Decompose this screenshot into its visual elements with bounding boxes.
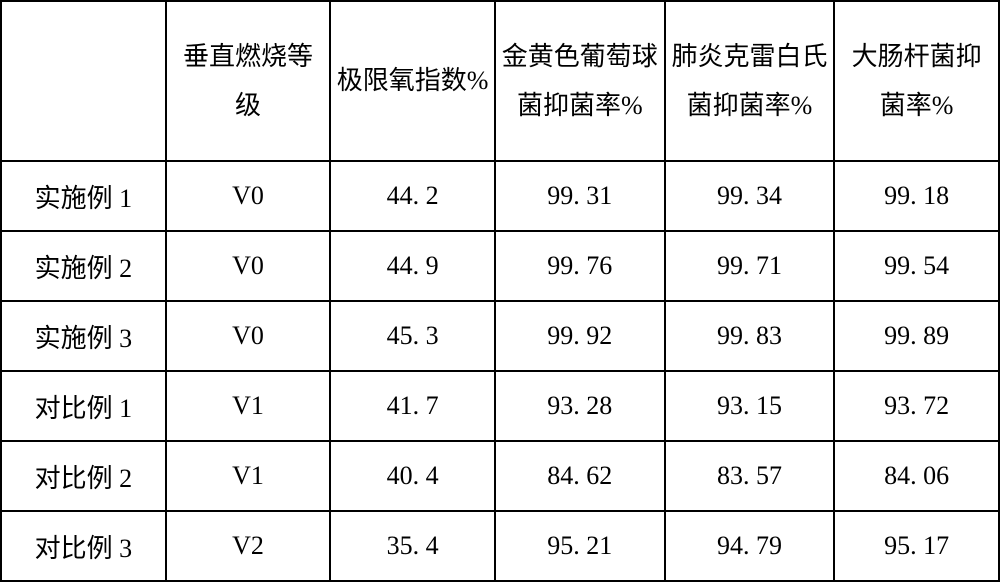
table-cell: 对比例 2 <box>1 441 166 511</box>
table-cell: 84. 62 <box>495 441 665 511</box>
table-cell: 41. 7 <box>330 371 495 441</box>
table-cell: V1 <box>166 441 331 511</box>
table-cell: 99. 83 <box>665 301 835 371</box>
table-cell: 93. 28 <box>495 371 665 441</box>
table-row: 对比例 3 V2 35. 4 95. 21 94. 79 95. 17 <box>1 511 999 581</box>
table-header-cell-5: 大肠杆菌抑菌率% <box>834 1 999 161</box>
table-cell: 对比例 3 <box>1 511 166 581</box>
table-cell: 99. 34 <box>665 161 835 231</box>
table-cell: 95. 21 <box>495 511 665 581</box>
table-cell: 99. 92 <box>495 301 665 371</box>
table-cell: V2 <box>166 511 331 581</box>
table-row: 对比例 2 V1 40. 4 84. 62 83. 57 84. 06 <box>1 441 999 511</box>
table-cell: 99. 54 <box>834 231 999 301</box>
table-header-row: 垂直燃烧等级 极限氧指数% 金黄色葡萄球菌抑菌率% 肺炎克雷白氏菌抑菌率% 大肠… <box>1 1 999 161</box>
table-cell: 45. 3 <box>330 301 495 371</box>
table-cell: 93. 15 <box>665 371 835 441</box>
table-cell: 94. 79 <box>665 511 835 581</box>
table-cell: 93. 72 <box>834 371 999 441</box>
table-header-cell-2: 极限氧指数% <box>330 1 495 161</box>
table-cell: 99. 89 <box>834 301 999 371</box>
table-cell: 83. 57 <box>665 441 835 511</box>
table-cell: 99. 18 <box>834 161 999 231</box>
data-table: 垂直燃烧等级 极限氧指数% 金黄色葡萄球菌抑菌率% 肺炎克雷白氏菌抑菌率% 大肠… <box>0 0 1000 582</box>
table-header-cell-3: 金黄色葡萄球菌抑菌率% <box>495 1 665 161</box>
table-cell: 44. 9 <box>330 231 495 301</box>
table-cell: 95. 17 <box>834 511 999 581</box>
table-cell: V1 <box>166 371 331 441</box>
table-cell: 99. 71 <box>665 231 835 301</box>
table-cell: 40. 4 <box>330 441 495 511</box>
table-row: 对比例 1 V1 41. 7 93. 28 93. 15 93. 72 <box>1 371 999 441</box>
table-cell: V0 <box>166 301 331 371</box>
table-row: 实施例 3 V0 45. 3 99. 92 99. 83 99. 89 <box>1 301 999 371</box>
table-cell: V0 <box>166 161 331 231</box>
table-cell: 44. 2 <box>330 161 495 231</box>
table-cell: 99. 31 <box>495 161 665 231</box>
table-cell: 35. 4 <box>330 511 495 581</box>
table-row: 实施例 1 V0 44. 2 99. 31 99. 34 99. 18 <box>1 161 999 231</box>
table-header-cell-4: 肺炎克雷白氏菌抑菌率% <box>665 1 835 161</box>
table-cell: V0 <box>166 231 331 301</box>
table-cell: 对比例 1 <box>1 371 166 441</box>
table-header: 垂直燃烧等级 极限氧指数% 金黄色葡萄球菌抑菌率% 肺炎克雷白氏菌抑菌率% 大肠… <box>1 1 999 161</box>
table-row: 实施例 2 V0 44. 9 99. 76 99. 71 99. 54 <box>1 231 999 301</box>
table-cell: 实施例 1 <box>1 161 166 231</box>
table-header-cell-1: 垂直燃烧等级 <box>166 1 331 161</box>
table-cell: 实施例 2 <box>1 231 166 301</box>
table-cell: 84. 06 <box>834 441 999 511</box>
table-body: 实施例 1 V0 44. 2 99. 31 99. 34 99. 18 实施例 … <box>1 161 999 581</box>
table-cell: 99. 76 <box>495 231 665 301</box>
table-header-cell-0 <box>1 1 166 161</box>
table-cell: 实施例 3 <box>1 301 166 371</box>
data-table-container: 垂直燃烧等级 极限氧指数% 金黄色葡萄球菌抑菌率% 肺炎克雷白氏菌抑菌率% 大肠… <box>0 0 1000 581</box>
